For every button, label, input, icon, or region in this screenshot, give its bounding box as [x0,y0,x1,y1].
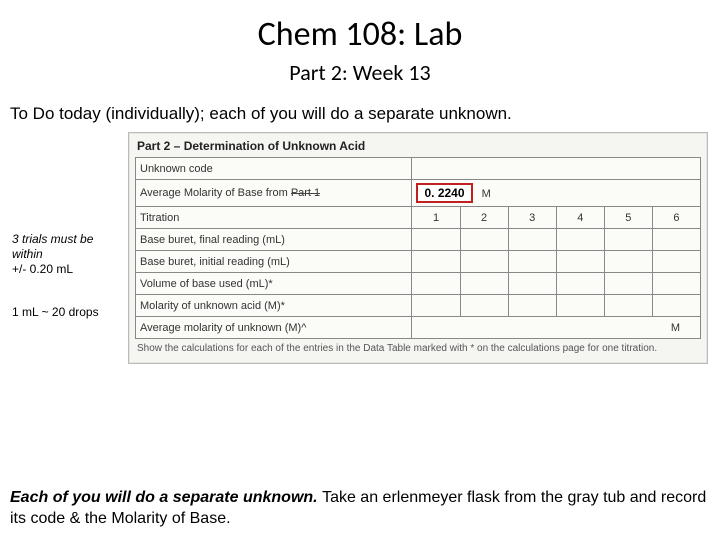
cell-empty [460,251,508,273]
cell-empty [412,273,460,295]
row-base-final: Base buret, final reading (mL) [136,229,701,251]
avg-mol-acid-unit: M [671,322,680,334]
scan-heading: Part 2 – Determination of Unknown Acid [137,139,701,153]
row-mol-unknown: Molarity of unknown acid (M)* [136,295,701,317]
row-titration-header: Titration 1 2 3 4 5 6 [136,207,701,229]
cell-label: Base buret, initial reading (mL) [136,251,412,273]
side-note-drops: 1 mL ~ 20 drops [12,305,122,320]
cell-empty [508,229,556,251]
figure-region: 3 trials must be within +/- 0.20 mL 1 mL… [10,132,710,364]
cell-empty [652,251,700,273]
col-head: 3 [508,207,556,229]
cell-label: Base buret, final reading (mL) [136,229,412,251]
data-table: Unknown code Average Molarity of Base fr… [135,157,701,339]
cell-empty [652,229,700,251]
cell-label: Volume of base used (mL)* [136,273,412,295]
cell-empty [652,273,700,295]
cell-empty [556,251,604,273]
cell-label: Average Molarity of Base from Part 1 [136,180,412,207]
avg-mol-value-box: 0. 2240 [416,183,472,203]
avg-mol-label-text: Average Molarity of Base from [140,187,288,199]
todo-line: To Do today (individually); each of you … [10,104,720,124]
page-subtitle: Part 2: Week 13 [0,59,720,86]
cell-empty [556,229,604,251]
cell-empty [508,251,556,273]
row-base-initial: Base buret, initial reading (mL) [136,251,701,273]
cell-label: Unknown code [136,158,412,180]
cell-empty [508,273,556,295]
side-notes: 3 trials must be within +/- 0.20 mL 1 mL… [12,232,122,320]
cell-empty [460,229,508,251]
side-note-trials-tol: +/- 0.20 mL [12,262,73,276]
cell-avg-mol-value: 0. 2240 M [412,180,701,207]
cell-empty [604,251,652,273]
avg-mol-unit: M [476,188,491,200]
cell-empty [460,273,508,295]
col-head: 5 [604,207,652,229]
cell-empty [556,273,604,295]
row-unknown-code: Unknown code [136,158,701,180]
cell-label: Titration [136,207,412,229]
cell-empty [412,295,460,317]
avg-mol-strike: Part 1 [291,187,320,199]
row-avg-mol-base: Average Molarity of Base from Part 1 0. … [136,180,701,207]
cell-empty [460,295,508,317]
cell-empty [412,229,460,251]
side-note-trials-italic: 3 trials must be within [12,232,93,261]
col-head: 6 [652,207,700,229]
cell-empty [604,273,652,295]
cell-empty [412,251,460,273]
col-head: 1 [412,207,460,229]
cell-label: Average molarity of unknown (M)^ [136,317,412,339]
bottom-paragraph: Each of you will do a separate unknown. … [10,487,710,530]
cell-value-empty [412,158,701,180]
scan-footnote: Show the calculations for each of the en… [137,343,699,355]
row-vol-base: Volume of base used (mL)* [136,273,701,295]
datasheet-scan: Part 2 – Determination of Unknown Acid U… [128,132,708,364]
side-note-trials: 3 trials must be within +/- 0.20 mL [12,232,122,277]
cell-avg-mol-acid-unit: M [412,317,701,339]
cell-empty [508,295,556,317]
cell-empty [556,295,604,317]
bottom-bold-italic: Each of you will do a separate unknown. [10,489,322,506]
cell-label: Molarity of unknown acid (M)* [136,295,412,317]
cell-empty [604,229,652,251]
cell-empty [604,295,652,317]
page-title: Chem 108: Lab [0,14,720,55]
cell-empty [652,295,700,317]
row-avg-mol-acid: Average molarity of unknown (M)^ M [136,317,701,339]
col-head: 2 [460,207,508,229]
col-head: 4 [556,207,604,229]
